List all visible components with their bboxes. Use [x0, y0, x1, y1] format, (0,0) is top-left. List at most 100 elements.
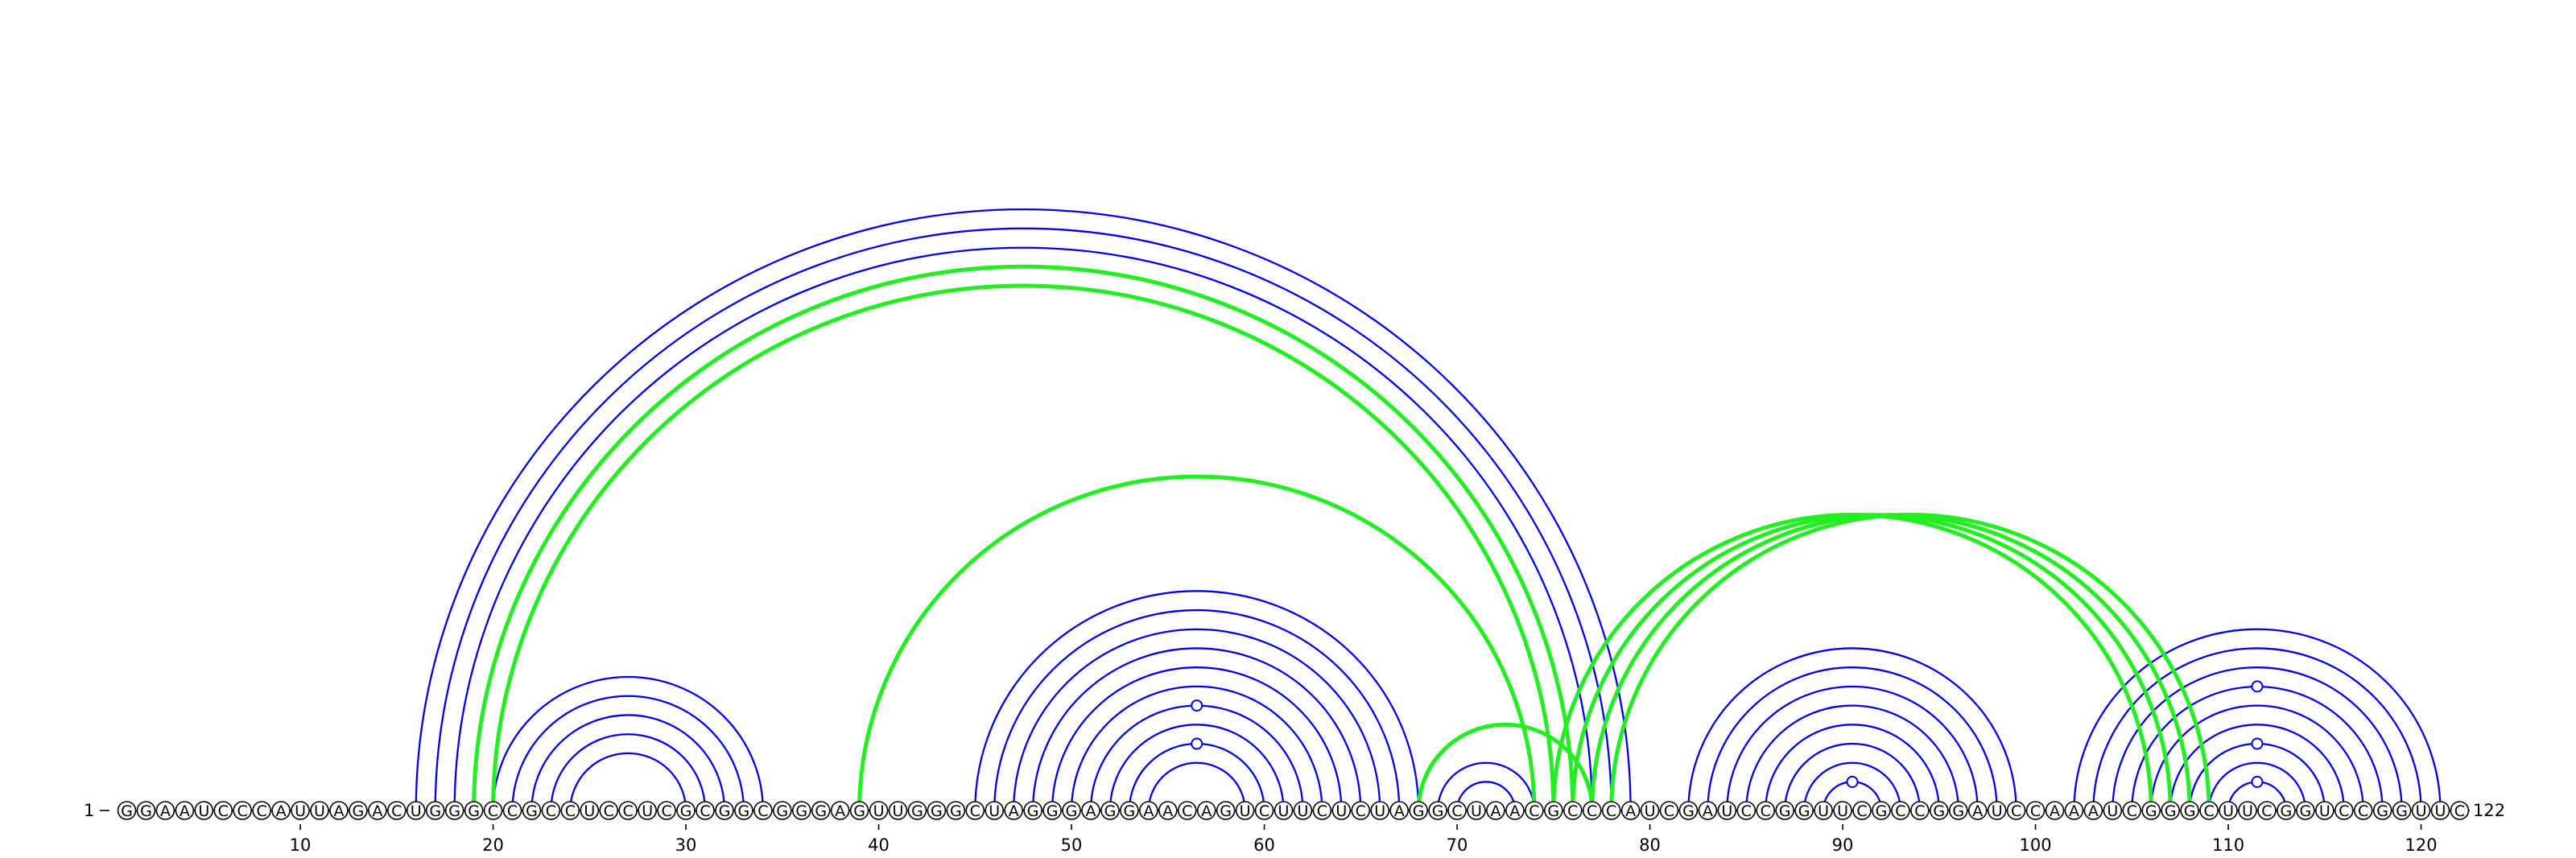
nucleotide-circle [1447, 801, 1467, 820]
nucleotide: G [772, 801, 792, 820]
nucleotide-letter: A [2050, 802, 2060, 820]
nucleotide: U [888, 801, 908, 820]
nucleotide-circle [2450, 801, 2470, 820]
nucleotide-circle [618, 801, 638, 820]
nucleotide-letter: U [1240, 802, 1251, 820]
nucleotide-letter: G [2299, 802, 2311, 820]
base-pair-arc [1707, 666, 1998, 811]
nucleotide: A [1967, 801, 1988, 820]
nucleotide-letter: G [776, 802, 788, 820]
nucleotide: C [657, 801, 676, 820]
nucleotide: G [734, 801, 753, 820]
nucleotide: A [1389, 801, 1409, 820]
nucleotide-circle [1351, 801, 1371, 820]
nucleotide-letter: G [680, 802, 692, 820]
nucleotide-letter: A [372, 802, 382, 820]
nucleotide: U [1640, 801, 1660, 820]
nucleotide-circle [599, 801, 619, 820]
pseudoknot-arc [1609, 513, 2211, 811]
nucleotide-circle [2180, 801, 2199, 820]
nucleotide-circle [1678, 801, 1699, 820]
nucleotide-circle [1023, 801, 1042, 820]
nucleotide-circle [1216, 801, 1236, 820]
base-pair-arc [1784, 742, 1921, 811]
nucleotide-circle [310, 801, 329, 820]
nucleotide: G [791, 801, 811, 820]
nucleotide: G [464, 801, 484, 820]
base-pair-arc [434, 227, 1612, 811]
nucleotide-letter: U [2416, 802, 2427, 820]
nucleotide-letter: U [2242, 802, 2253, 820]
base-pair-arc [453, 246, 1593, 811]
nucleotide-circle [2257, 801, 2277, 820]
pseudoknot-arc [1416, 722, 1595, 811]
nucleotide-circle [1467, 801, 1486, 820]
nucleotide-letter: G [2396, 802, 2408, 820]
base-pair-arc [1032, 647, 1362, 811]
nucleotide-circle [1428, 801, 1447, 820]
nucleotide-letter: C [700, 802, 710, 820]
nucleotide-circle [1717, 801, 1737, 820]
nucleotide-letter: G [1876, 802, 1888, 820]
nucleotide-letter: U [295, 802, 306, 820]
nucleotide-circle [271, 801, 291, 820]
nucleotide-letter: C [970, 802, 980, 820]
nucleotide: U [638, 801, 657, 820]
nucleotide-circle [1736, 801, 1757, 820]
nucleotide-letter: G [1124, 802, 1136, 820]
nucleotide-letter: A [1086, 802, 1096, 820]
base-pair-arc [492, 675, 764, 811]
nucleotide-circle [136, 801, 156, 820]
nucleotide: C [541, 801, 561, 820]
nucleotide-letter: C [1761, 802, 1771, 820]
nucleotide: C [502, 801, 522, 820]
nucleotide: G [2296, 801, 2315, 820]
nucleotide-letter: C [257, 802, 267, 820]
nucleotide-circle [580, 801, 600, 820]
nucleotide-circle [1177, 801, 1197, 820]
nucleotide-circle [368, 801, 387, 820]
nucleotide-letter: U [1992, 802, 2003, 820]
nucleotide: U [2238, 801, 2257, 820]
nucleotide-circle [965, 801, 985, 820]
nucleotide: G [849, 801, 869, 820]
nucleotide: G [946, 801, 966, 820]
nucleotide: U [1717, 801, 1737, 820]
nucleotide: C [483, 801, 503, 820]
nucleotide-letter: C [1529, 802, 1539, 820]
nucleotide: G [136, 801, 156, 820]
nucleotide-circle [1525, 801, 1544, 820]
nucleotide: G [2392, 801, 2412, 820]
nucleotide: A [1004, 801, 1023, 820]
nucleotide: A [329, 801, 349, 820]
nucleotide: C [213, 801, 233, 820]
nucleotide-letter: C [2454, 802, 2465, 820]
nucleotide-letter: A [1972, 802, 1983, 820]
base-pair-arc [993, 608, 1401, 811]
nucleotide-circle [1814, 801, 1833, 820]
nucleotide-circle [2392, 801, 2412, 820]
base-pair-arc [2169, 724, 2345, 811]
nucleotide-circle [233, 801, 253, 820]
nucleotide: C [1525, 801, 1544, 820]
nucleotide-circle [927, 801, 947, 820]
nucleotide-circle [2353, 801, 2373, 820]
gu-pair-marker [2251, 680, 2264, 693]
nucleotide: U [1987, 801, 2007, 820]
pseudoknot-arc [472, 264, 1575, 811]
nucleotide-circle [541, 801, 561, 820]
nucleotide-circle [1235, 801, 1255, 820]
nucleotide-circle [638, 801, 657, 820]
nucleotide: U [1293, 801, 1313, 820]
nucleotide: C [1659, 801, 1679, 820]
nucleotide-circle [2411, 801, 2431, 820]
position-ticks: 10 20 30 40 50 60 70 80 90 100 110 120 [290, 824, 2438, 855]
nucleotide-circle [2064, 801, 2084, 820]
nucleotide: U [406, 801, 426, 820]
nucleotide: C [1756, 801, 1776, 820]
nucleotide-circle [2372, 801, 2392, 820]
start-label: 1 [84, 801, 94, 820]
nucleotide: G [2277, 801, 2296, 820]
nucleotide-letter: C [237, 802, 248, 820]
nucleotide: G [522, 801, 542, 820]
